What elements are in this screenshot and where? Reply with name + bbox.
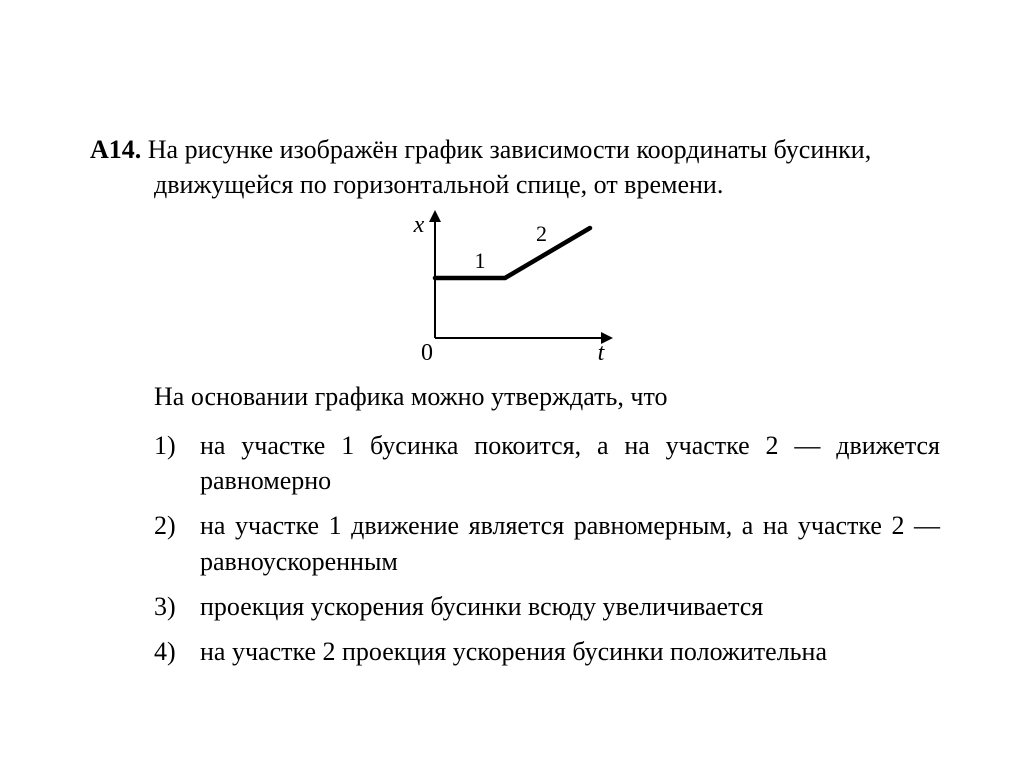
option-text: проекция ускорения бусинки всюду увеличи… bbox=[200, 589, 940, 624]
option-text: на участке 2 проекция ускорения бусинки … bbox=[200, 634, 940, 669]
question-text: А14. На рисунке изображён график зависим… bbox=[90, 132, 940, 167]
question-block: А14. На рисунке изображён график зависим… bbox=[90, 132, 940, 669]
page: А14. На рисунке изображён график зависим… bbox=[0, 0, 1024, 767]
chart-container: 0tx12 bbox=[90, 208, 940, 373]
svg-text:2: 2 bbox=[536, 221, 547, 246]
svg-text:x: x bbox=[413, 212, 425, 238]
option-2: 2) на участке 1 движение является равном… bbox=[154, 508, 940, 578]
option-number: 3) bbox=[154, 589, 200, 624]
option-4: 4) на участке 2 проекция ускорения бусин… bbox=[154, 634, 940, 669]
question-number: А14. bbox=[90, 135, 141, 164]
option-number: 4) bbox=[154, 634, 200, 669]
svg-text:1: 1 bbox=[475, 248, 486, 273]
option-number: 2) bbox=[154, 508, 200, 578]
option-1: 1) на участке 1 бусинка покоится, а на у… bbox=[154, 428, 940, 498]
position-time-chart: 0tx12 bbox=[405, 208, 625, 368]
option-3: 3) проекция ускорения бусинки всюду увел… bbox=[154, 589, 940, 624]
question-line1: На рисунке изображён график зависимости … bbox=[148, 135, 871, 164]
options-list: 1) на участке 1 бусинка покоится, а на у… bbox=[90, 428, 940, 669]
option-number: 1) bbox=[154, 428, 200, 498]
option-text: на участке 1 бусинка покоится, а на учас… bbox=[200, 428, 940, 498]
question-statement: На основании графика можно утверждать, ч… bbox=[90, 379, 940, 414]
option-text: на участке 1 движение является равномерн… bbox=[200, 508, 940, 578]
svg-text:0: 0 bbox=[421, 340, 433, 366]
question-line2: движущейся по горизонтальной спице, от в… bbox=[90, 167, 940, 202]
